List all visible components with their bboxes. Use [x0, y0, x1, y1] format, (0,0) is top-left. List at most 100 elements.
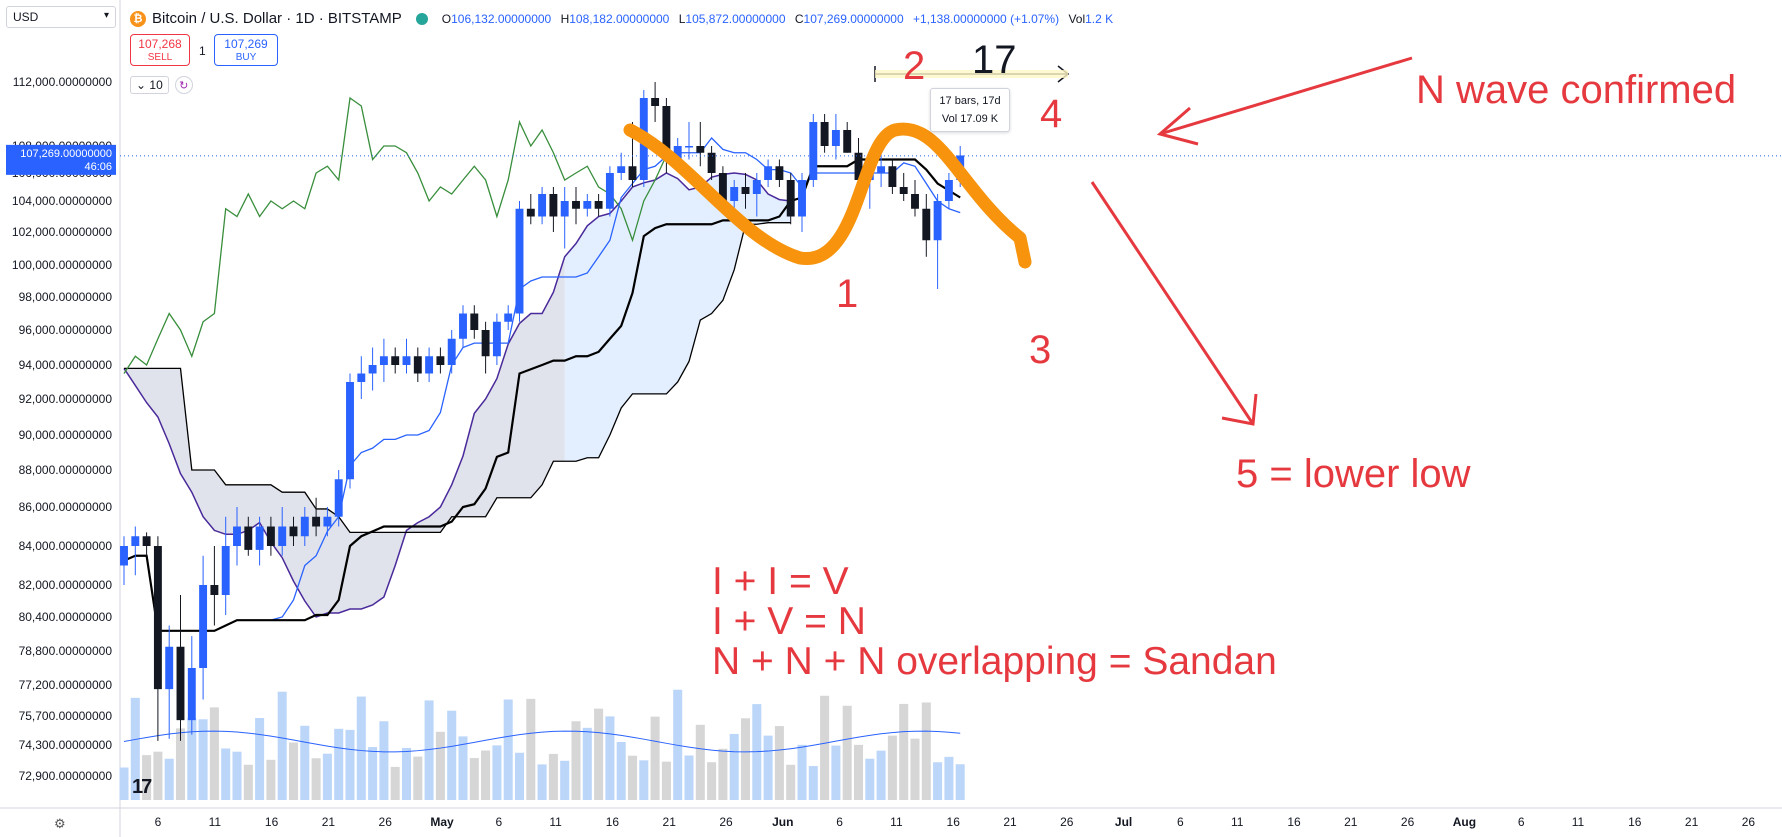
candle-body — [210, 585, 219, 595]
candle-body — [300, 516, 309, 537]
candle-body — [346, 382, 354, 480]
volume-bar — [221, 748, 231, 800]
low-value: 105,872.00000000 — [685, 11, 786, 26]
kijun-sen — [123, 158, 961, 632]
candle-body — [492, 321, 501, 357]
x-tick-label: 6 — [1518, 815, 1525, 829]
indicators-toggle[interactable]: ⌄ 10 — [130, 76, 169, 94]
currency-select[interactable]: USD ▾ — [6, 6, 116, 28]
candle-body — [617, 166, 626, 173]
candle-body — [526, 208, 535, 217]
candle-body — [831, 130, 840, 146]
candle-body — [911, 194, 919, 209]
volume-bar — [921, 702, 931, 800]
y-tick-label: 104,000.00000000 — [12, 194, 112, 208]
chevron-down-icon: ▾ — [103, 10, 109, 21]
candle-body — [786, 180, 795, 217]
volume-ma-line — [123, 730, 961, 753]
volume-bar — [311, 758, 321, 800]
x-tick-label: 26 — [1742, 815, 1756, 829]
candle-body — [233, 526, 241, 546]
sell-button[interactable]: 107,268 SELL — [130, 34, 190, 66]
buy-button[interactable]: 107,269 BUY — [214, 34, 278, 66]
candle-body — [877, 166, 886, 173]
tooltip-bars: 17 bars, 17d — [939, 95, 1001, 107]
wave-point-1: 1 — [836, 272, 859, 316]
volume-bar — [774, 726, 784, 800]
x-tick-label: Jul — [1115, 815, 1132, 829]
x-tick-label: 21 — [1344, 815, 1358, 829]
close-label: C — [794, 11, 804, 26]
volume-bar — [594, 708, 604, 800]
volume-bar — [255, 718, 265, 800]
volume-bar — [831, 745, 841, 800]
x-tick-label: 21 — [663, 815, 677, 829]
candle-body — [436, 356, 445, 365]
buy-label: BUY — [235, 52, 257, 63]
open-value: 106,132.00000000 — [451, 11, 552, 26]
candle-body — [255, 526, 264, 550]
range-tooltip: 17 bars, 17d Vol 17.09 K — [930, 88, 1010, 132]
vol-label: Vol — [1068, 11, 1086, 26]
volume-bar — [401, 747, 412, 800]
x-tick-label: 6 — [155, 815, 162, 829]
symbol-title[interactable]: Bitcoin / U.S. Dollar · 1D · BITSTAMP — [152, 10, 402, 27]
candle-body — [730, 187, 739, 201]
volume-bar — [164, 758, 174, 800]
sell-label: SELL — [147, 52, 173, 63]
sync-icon[interactable]: ↻ — [174, 76, 193, 94]
x-tick-label: 16 — [606, 815, 620, 829]
bitcoin-icon: ₿ — [130, 10, 146, 27]
candle-body — [899, 187, 908, 194]
x-tick-label: 11 — [1572, 815, 1585, 829]
candle-body — [798, 180, 806, 217]
sell-price: 107,268 — [138, 37, 182, 51]
volume-bar — [582, 727, 592, 800]
y-tick-label: 72,900.00000000 — [19, 769, 113, 783]
volume-bar — [639, 760, 649, 800]
y-tick-label: 82,000.00000000 — [19, 578, 113, 592]
volume-bar — [142, 755, 152, 800]
x-tick-label: 26 — [1060, 815, 1074, 829]
candle-body — [334, 479, 343, 517]
candle-body — [470, 313, 479, 330]
volume-bar — [266, 759, 276, 800]
volume-bar — [560, 760, 570, 800]
candle-body — [459, 313, 467, 339]
volume-bar — [684, 755, 694, 800]
bar-count-label: 17 — [972, 38, 1017, 82]
candle-body — [312, 516, 321, 527]
x-tick-label: 16 — [1287, 815, 1301, 829]
wave-point-4: 4 — [1040, 92, 1063, 136]
candle-body — [357, 373, 366, 382]
candle-body — [718, 173, 727, 201]
volume-bar — [944, 756, 954, 800]
settings-icon[interactable]: ⚙ — [54, 816, 66, 831]
volume-bar — [243, 764, 253, 800]
y-tick-label: 98,000.00000000 — [19, 290, 113, 304]
n-wave-drawing — [623, 122, 1032, 269]
volume-bar — [571, 721, 581, 800]
y-tick-label: 96,000.00000000 — [19, 323, 113, 337]
tooltip-vol: Vol 17.09 K — [941, 113, 999, 125]
current-price-label-bg — [6, 144, 116, 175]
volume-bar — [616, 741, 626, 800]
candle-body — [809, 122, 818, 180]
high-label: H — [560, 11, 570, 26]
candle-body — [662, 106, 671, 160]
x-tick-label: 11 — [209, 815, 222, 829]
y-tick-label: 88,000.00000000 — [19, 463, 113, 477]
y-tick-label: 102,000.00000000 — [12, 225, 112, 239]
candle-body — [685, 146, 693, 148]
date-range-highlight — [875, 70, 1068, 78]
volume-bar — [910, 738, 920, 800]
volume-bar — [650, 716, 660, 800]
candle-body — [764, 166, 773, 180]
price-countdown: 46:06 — [84, 161, 112, 173]
open-label: O — [441, 11, 452, 26]
candle-body — [131, 536, 140, 546]
tradingview-logo: 17 — [132, 776, 152, 798]
volume-bar — [447, 710, 457, 800]
high-value: 108,182.00000000 — [569, 11, 670, 26]
